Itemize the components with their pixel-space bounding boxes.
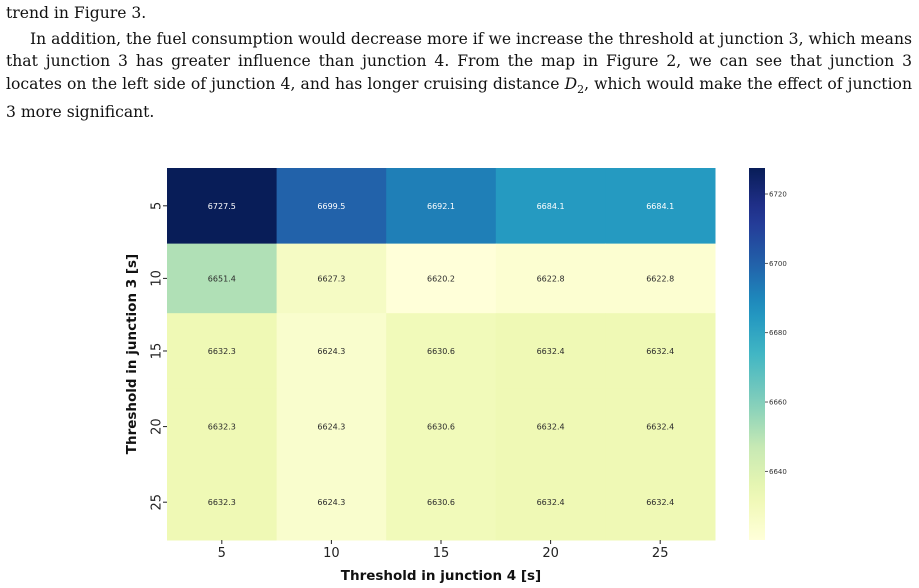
x-tick-label: 5 <box>218 546 226 561</box>
cell-value-label: 6627.3 <box>317 274 345 283</box>
heatmap-cell <box>495 464 606 541</box>
paragraph-main: In addition, the fuel consumption would … <box>6 28 912 124</box>
cell-value-label: 6684.1 <box>646 202 674 211</box>
heatmap-cell <box>386 388 497 465</box>
cell-value-label: 6632.4 <box>646 423 674 432</box>
heatmap-cell <box>386 168 497 245</box>
y-tick-label: 15 <box>150 343 165 360</box>
heatmap-cell <box>495 388 606 465</box>
y-axis-label: Threshold in junction 3 [s] <box>124 254 140 454</box>
heatmap-cell <box>167 464 278 541</box>
cell-value-label: 6632.3 <box>208 347 236 356</box>
paragraph-intro-line: trend in Figure 3. <box>6 4 147 22</box>
heatmap-cell <box>386 464 497 541</box>
colorbar-tick-label: 6680 <box>769 329 787 337</box>
heatmap-cell <box>276 464 387 541</box>
cell-value-label: 6630.6 <box>427 347 455 356</box>
cell-value-label: 6632.4 <box>646 347 674 356</box>
colorbar-tick-label: 6700 <box>769 260 787 268</box>
heatmap-cell <box>495 168 606 245</box>
heatmap-cell <box>276 168 387 245</box>
cell-value-label: 6620.2 <box>427 274 455 283</box>
x-tick-label: 20 <box>542 546 559 561</box>
paper-text: trend in Figure 3. In addition, the fuel… <box>6 0 912 124</box>
heatmap-cell <box>276 313 387 390</box>
cell-value-label: 6624.3 <box>317 498 345 507</box>
cell-value-label: 6692.1 <box>427 202 455 211</box>
cell-value-label: 6632.3 <box>208 423 236 432</box>
heatmap-cell <box>605 313 716 390</box>
heatmap-cell <box>386 313 497 390</box>
colorbar-tick-label: 6640 <box>769 468 787 476</box>
heatmap-cell <box>605 464 716 541</box>
cell-value-label: 6632.4 <box>537 423 565 432</box>
x-tick-label: 15 <box>433 546 450 561</box>
heatmap-cell <box>495 313 606 390</box>
paragraph-tail-text: , which would make the effect of junctio… <box>6 74 912 122</box>
heatmap-cell <box>495 243 606 314</box>
cell-value-label: 6630.6 <box>427 423 455 432</box>
y-tick-label: 20 <box>150 418 165 435</box>
heatmap-cell <box>167 243 278 314</box>
x-axis-label: Threshold in junction 4 [s] <box>341 568 541 584</box>
cell-value-label: 6632.3 <box>208 498 236 507</box>
heatmap-cell <box>276 388 387 465</box>
paragraph-main-text: In addition, the fuel consumption would … <box>6 29 912 93</box>
cell-value-label: 6632.4 <box>646 498 674 507</box>
cell-value-label: 6632.4 <box>537 347 565 356</box>
x-tick-label: 10 <box>323 546 340 561</box>
x-tick-label: 25 <box>652 546 669 561</box>
cell-value-label: 6624.3 <box>317 347 345 356</box>
cell-value-label: 6622.8 <box>646 274 674 283</box>
heatmap-cell <box>276 243 387 314</box>
math-subscript: 2 <box>577 82 585 96</box>
y-tick-label: 25 <box>150 494 165 511</box>
heatmap-cell <box>167 388 278 465</box>
colorbar <box>749 168 765 540</box>
heatmap-cell <box>605 243 716 314</box>
cell-value-label: 6651.4 <box>208 274 236 283</box>
heatmap-cell <box>605 388 716 465</box>
cell-value-label: 6727.5 <box>208 202 236 211</box>
cell-value-label: 6630.6 <box>427 498 455 507</box>
heatmap-cell <box>167 168 278 245</box>
math-variable-d: D <box>564 74 578 93</box>
cell-value-label: 6632.4 <box>537 498 565 507</box>
heatmap-cell <box>167 313 278 390</box>
cell-value-label: 6622.8 <box>537 274 565 283</box>
heatmap-cell <box>605 168 716 245</box>
cell-value-label: 6684.1 <box>537 202 565 211</box>
colorbar-tick-label: 6660 <box>769 399 787 407</box>
cell-value-label: 6624.3 <box>317 423 345 432</box>
heatmap-cell <box>386 243 497 314</box>
y-tick-label: 5 <box>150 202 165 210</box>
cell-value-label: 6699.5 <box>317 202 345 211</box>
colorbar-tick-label: 6720 <box>769 191 787 199</box>
y-tick-label: 10 <box>150 270 165 287</box>
